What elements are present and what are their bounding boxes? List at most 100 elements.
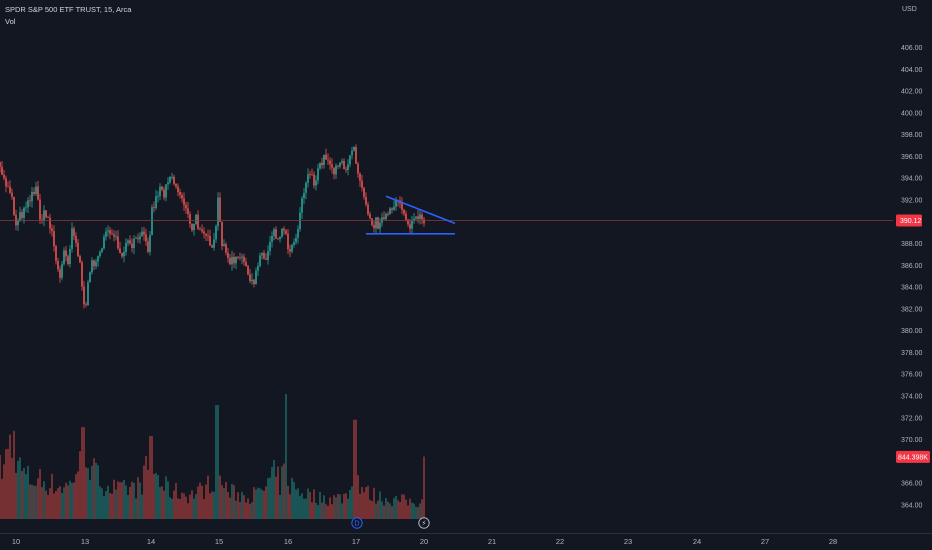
candle-body <box>25 207 27 209</box>
volume-bar <box>51 473 53 519</box>
candle-body <box>411 220 413 229</box>
candle-body <box>157 196 159 197</box>
volume-bar <box>253 487 255 519</box>
candle-body <box>49 217 51 229</box>
candle-body <box>371 218 373 226</box>
candle-body <box>163 189 165 198</box>
volume-bar <box>171 498 173 519</box>
volume-bar <box>249 503 251 519</box>
candle-body <box>353 147 355 151</box>
trendline[interactable] <box>385 195 456 225</box>
candle-body <box>59 269 61 278</box>
candle-body <box>253 279 255 285</box>
candle-body <box>189 213 191 224</box>
volume-bar <box>39 468 41 519</box>
candle-body <box>375 217 377 229</box>
volume-bar <box>101 488 103 519</box>
time-axis[interactable]: 10 13 14 15 16 17 20 21 22 23 24 27 28 <box>0 533 932 547</box>
volume-bar <box>225 482 227 519</box>
candle-body <box>277 238 279 240</box>
candle-body <box>69 248 71 265</box>
volume-bar <box>341 503 343 519</box>
volume-bar <box>407 505 409 519</box>
y-tick-label: 398.00 <box>901 132 923 139</box>
candle-body <box>377 217 379 229</box>
candle-body <box>275 229 277 239</box>
volume-bar <box>417 507 419 519</box>
candle-body <box>243 256 245 263</box>
y-tick-label: 366.00 <box>901 481 923 488</box>
volume-bar <box>285 394 287 519</box>
volume-bar <box>121 482 123 519</box>
volume-bar <box>169 497 171 519</box>
candle-body <box>205 233 207 236</box>
volume-bar <box>353 419 355 519</box>
volume-bar <box>307 488 309 519</box>
candle-body <box>167 182 169 185</box>
candle-body <box>183 198 185 205</box>
volume-bar <box>251 502 253 519</box>
volume-bar <box>193 498 195 519</box>
candle-body <box>155 196 157 209</box>
symbol-title[interactable]: SPDR S&P 500 ETF TRUST, 15, Arca <box>5 5 132 14</box>
volume-bar <box>181 492 183 519</box>
candle-body <box>417 216 419 219</box>
volume-bar <box>405 499 407 519</box>
candle-body <box>133 238 135 248</box>
candle-body <box>199 228 201 230</box>
candle-body <box>141 231 143 237</box>
candle-body <box>41 219 43 221</box>
candle-body <box>281 228 283 237</box>
candle-body <box>151 207 153 236</box>
volume-bar <box>247 498 249 519</box>
volume-bar <box>371 501 373 519</box>
currency-label: USD <box>902 6 917 13</box>
candle-body <box>419 214 421 219</box>
volume-bar <box>27 465 29 519</box>
volume-bar <box>9 434 11 519</box>
candle-body <box>421 214 423 220</box>
volume-bar <box>125 485 127 519</box>
volume-bars <box>0 394 425 519</box>
y-tick-label: 364.00 <box>901 502 923 509</box>
volume-bar <box>129 486 131 519</box>
y-tick-label: 404.00 <box>901 67 923 74</box>
volume-bar <box>115 489 117 519</box>
volume-bar <box>355 419 357 519</box>
candle-body <box>265 258 267 260</box>
volume-bar <box>61 492 63 519</box>
candle-body <box>347 164 349 171</box>
candle-body <box>85 304 87 306</box>
y-tick-label: 388.00 <box>901 241 923 248</box>
y-tick-label: 384.00 <box>901 285 923 292</box>
price-axis[interactable]: USD 406.00 404.00 402.00 400.00 398.00 396.00 3… <box>893 0 932 550</box>
volume-indicator-label[interactable]: Vol <box>5 17 16 26</box>
y-tick-label: 396.00 <box>901 154 923 161</box>
y-tick-label: 370.00 <box>901 437 923 444</box>
candle-body <box>389 208 391 215</box>
volume-bar <box>163 490 165 519</box>
volume-bar <box>209 493 211 519</box>
volume-bar <box>311 502 313 519</box>
volume-bar <box>287 485 289 519</box>
dividend-marker[interactable]: D <box>351 517 363 529</box>
volume-bar <box>397 500 399 519</box>
candle-body <box>169 176 171 183</box>
candle-body <box>221 221 223 247</box>
volume-bar <box>339 494 341 519</box>
volume-bar <box>147 469 149 519</box>
volume-bar <box>217 405 219 519</box>
volume-bar <box>419 503 421 519</box>
candle-body <box>131 243 133 248</box>
candle-body <box>47 217 49 218</box>
volume-bar <box>69 480 71 519</box>
volume-bar <box>143 465 145 519</box>
volume-bar <box>335 497 337 519</box>
event-markers[interactable]: D ⚡ <box>351 517 430 529</box>
volume-bar <box>375 503 377 519</box>
candle-body <box>0 161 1 167</box>
y-tick-label: 406.00 <box>901 45 923 52</box>
earnings-marker[interactable]: ⚡ <box>418 517 430 529</box>
volume-bar <box>59 486 61 519</box>
